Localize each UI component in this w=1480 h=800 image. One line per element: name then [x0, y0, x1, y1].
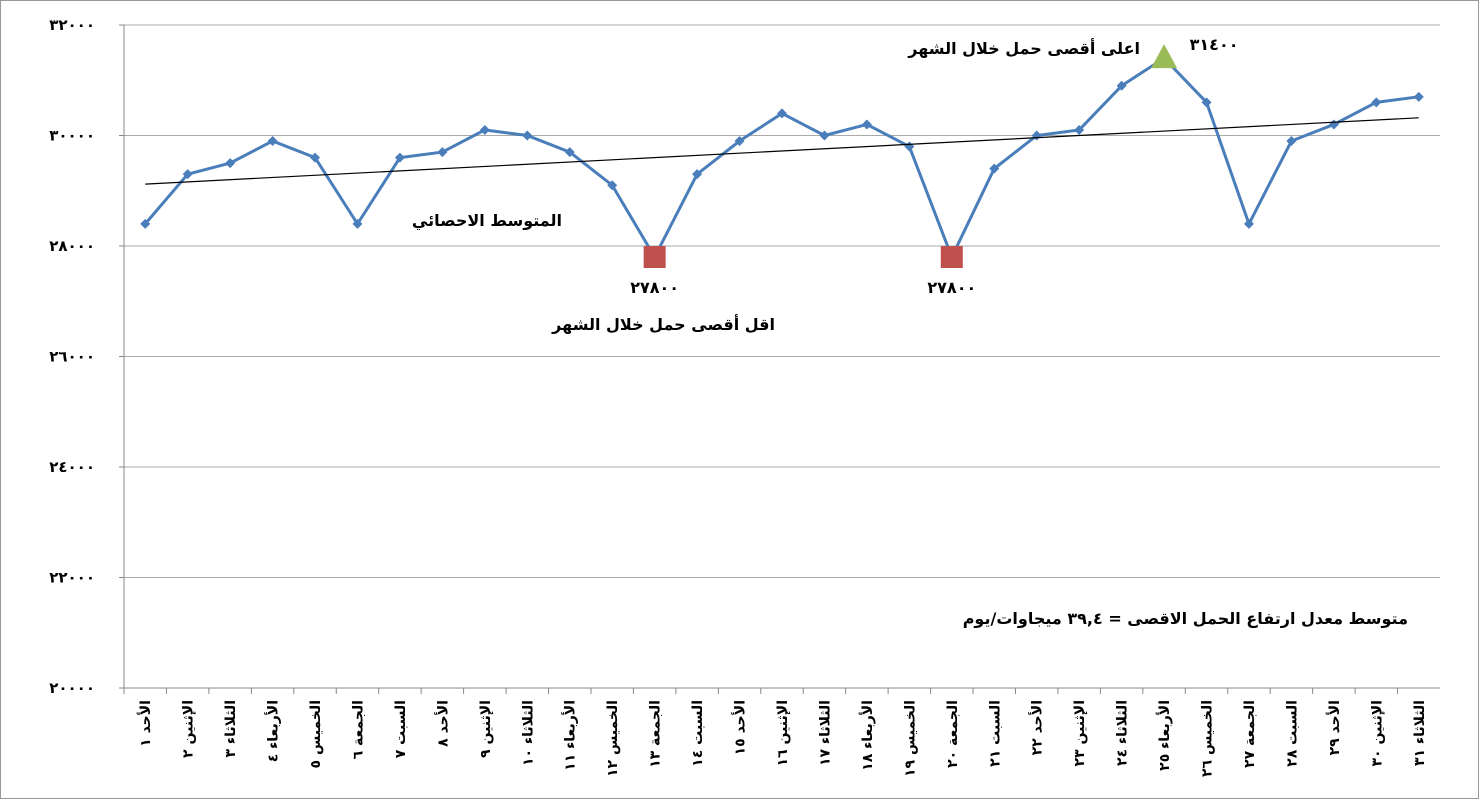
x-tick-label: الثلاثاء ١٧: [817, 700, 833, 766]
x-tick-label: الجمعة ١٣: [648, 700, 664, 768]
point: [394, 152, 405, 163]
value-label: ٢٧٨٠٠: [927, 278, 976, 297]
value-label: ٣١٤٠٠: [1190, 35, 1239, 54]
x-tick-label: الإثنين ٣٠: [1369, 700, 1385, 766]
min-marker: [643, 246, 666, 269]
value-label: ٢٧٨٠٠: [630, 278, 679, 297]
point: [522, 130, 533, 141]
point: [1243, 218, 1254, 229]
x-tick-label: الجمعة ٢٠: [945, 700, 961, 768]
point: [140, 218, 151, 229]
x-tick-label: الإثنين ٩: [478, 700, 494, 758]
y-tick-label: ٢٦٠٠٠: [49, 348, 95, 366]
x-tick-label: الإثنين ٢: [181, 700, 197, 758]
point: [607, 180, 618, 191]
x-tick-label: الأربعاء ٢٥: [1156, 700, 1173, 771]
x-tick-label: الأحد ٢٢: [1029, 700, 1046, 755]
min-label: اقل أقصى حمل خلال الشهر: [551, 314, 775, 334]
point: [734, 136, 745, 147]
y-tick-label: ٢٢٠٠٠: [49, 569, 95, 587]
x-tick-label: الخميس ١٩: [902, 700, 918, 777]
x-tick-label: الجمعة ٦: [350, 700, 366, 759]
point: [989, 163, 1000, 174]
x-tick-label: الأربعاء ١٨: [859, 700, 876, 771]
point: [1201, 97, 1212, 108]
x-tick-label: السبت ٢١: [987, 700, 1003, 767]
trend-line: [145, 117, 1419, 185]
x-tick-label: الخميس ٥: [308, 700, 324, 768]
point: [310, 152, 321, 163]
point: [1116, 80, 1127, 91]
y-tick-label: ٣٠٠٠٠: [49, 127, 95, 145]
point: [437, 147, 448, 158]
point: [1413, 91, 1424, 102]
x-tick-label: الإثنين ٢٣: [1072, 700, 1088, 766]
x-tick-label: الثلاثاء ١٠: [520, 700, 536, 766]
x-tick-label: الجمعة ٢٧: [1242, 700, 1258, 768]
x-tick-label: السبت ١٤: [690, 700, 706, 767]
point: [1286, 136, 1297, 147]
point: [479, 124, 490, 135]
rate-note: متوسط معدل ارتفاع الحمل الاقصى = ٣٩,٤ مي…: [963, 609, 1408, 628]
x-tick-label: الإثنين ١٦: [775, 700, 791, 766]
point: [267, 136, 278, 147]
y-tick-label: ٣٢٠٠٠: [49, 16, 95, 34]
point: [182, 169, 193, 180]
point: [1074, 124, 1085, 135]
max-marker: [1151, 44, 1178, 69]
point: [564, 147, 575, 158]
point: [1371, 97, 1382, 108]
point: [352, 218, 363, 229]
x-tick-label: السبت ٧: [393, 700, 409, 758]
trend-label: المتوسط الاحصائي: [412, 211, 562, 231]
y-tick-label: ٢٤٠٠٠: [49, 458, 95, 476]
x-tick-label: الخميس ٢٦: [1200, 700, 1216, 777]
point: [819, 130, 830, 141]
x-tick-label: الأحد ١: [137, 700, 154, 747]
point: [861, 119, 872, 130]
min-marker: [940, 246, 963, 269]
x-tick-label: الثلاثاء ٢٤: [1115, 700, 1131, 766]
y-tick-label: ٢٨٠٠٠: [49, 237, 95, 255]
point: [777, 108, 787, 119]
x-tick-label: الأحد ١٥: [732, 700, 749, 755]
y-tick-label: ٢٠٠٠٠: [49, 679, 95, 697]
x-tick-label: الأحد ٨: [434, 700, 451, 747]
x-tick-label: الثلاثاء ٣: [223, 700, 239, 758]
x-tick-label: الأربعاء ٤: [265, 700, 282, 762]
point: [692, 169, 703, 180]
x-tick-label: الثلاثاء ٣١: [1412, 700, 1428, 766]
x-tick-label: الأربعاء ١١: [562, 700, 579, 771]
x-tick-label: الأحد ٢٩: [1326, 700, 1343, 755]
x-tick-label: السبت ٢٨: [1284, 700, 1300, 767]
max-label: اعلى أقصى حمل خلال الشهر: [907, 38, 1140, 58]
x-tick-label: الخميس ١٢: [605, 700, 621, 777]
point: [225, 158, 236, 169]
